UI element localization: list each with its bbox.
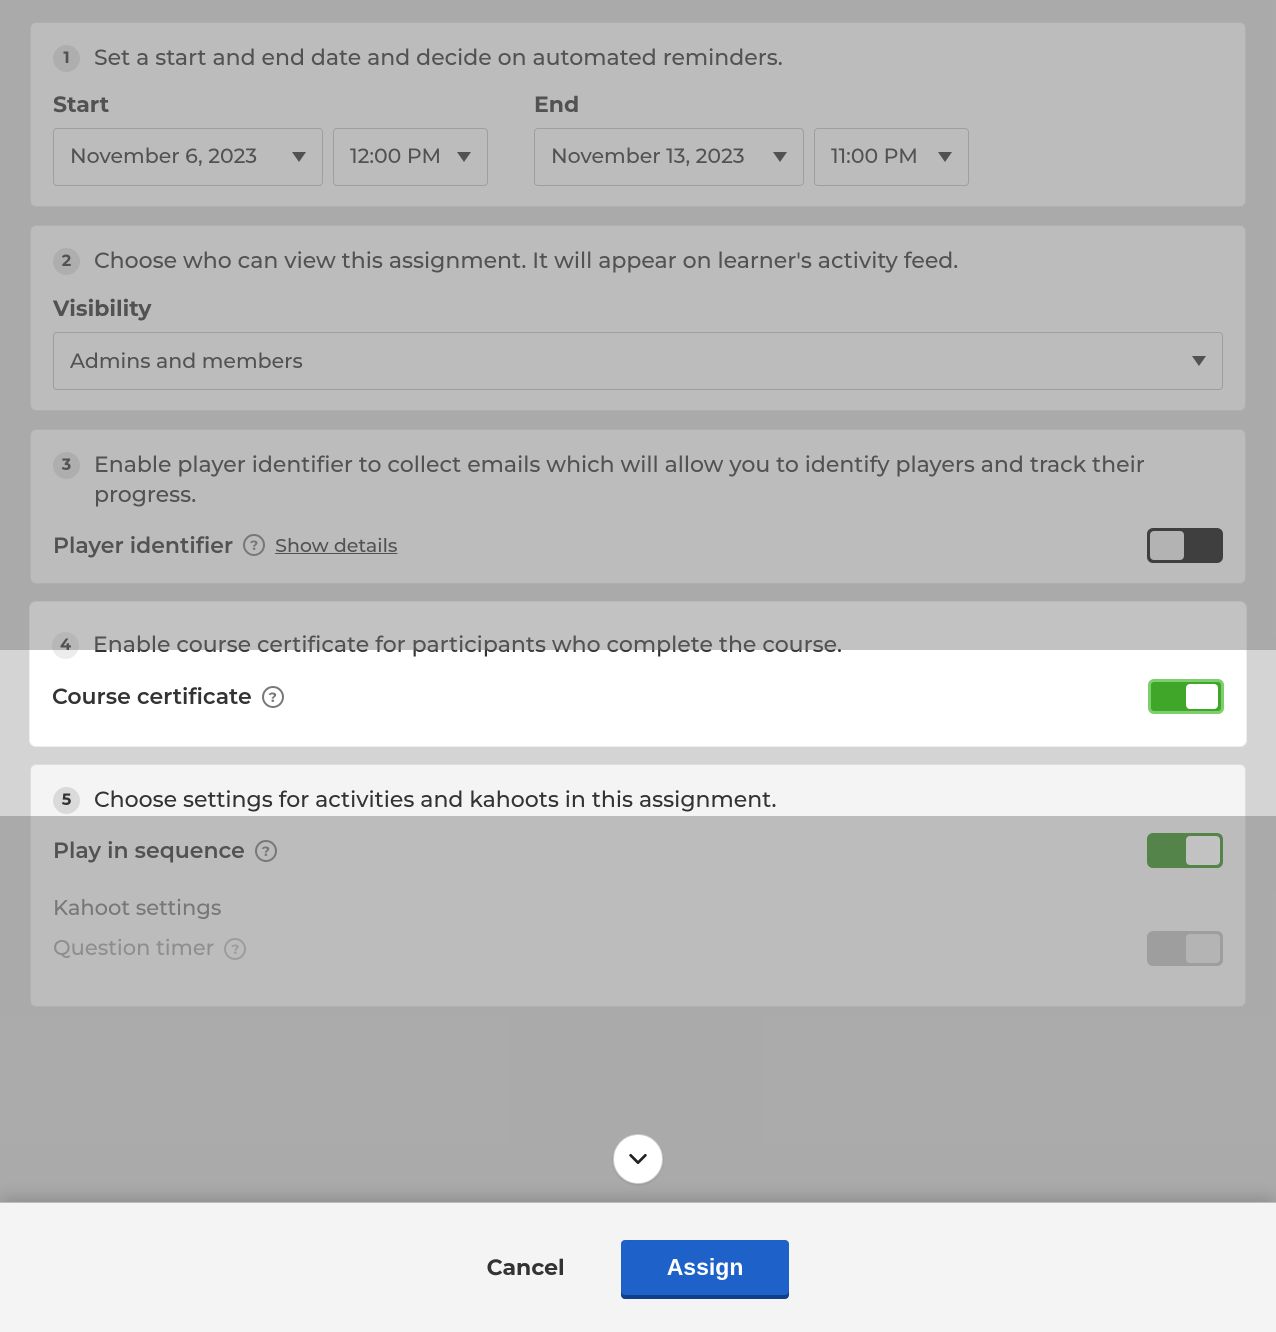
end-time-select[interactable]: 11:00 PM [814,128,969,186]
kahoot-settings-heading: Kahoot settings [53,896,1223,921]
end-label: End [534,91,969,118]
step-number-3: 3 [53,452,80,479]
toggle-knob [1186,836,1220,865]
show-details-link[interactable]: Show details [275,534,397,557]
visibility-select[interactable]: Admins and members [53,332,1223,390]
visibility-label: Visibility [53,295,1223,322]
chevron-down-icon [938,152,952,162]
step-text-1: Set a start and end date and decide on a… [94,43,783,73]
cancel-button[interactable]: Cancel [487,1254,565,1281]
play-in-sequence-label: Play in sequence [53,837,245,864]
start-label: Start [53,91,488,118]
step-number-4: 4 [52,632,79,659]
help-icon[interactable]: ? [243,534,265,556]
start-time-select[interactable]: 12:00 PM [333,128,488,186]
end-time-value: 11:00 PM [831,144,918,169]
help-icon[interactable]: ? [255,840,277,862]
section-player-identifier: 3 Enable player identifier to collect em… [30,429,1246,583]
help-icon[interactable]: ? [262,686,284,708]
section-schedule: 1 Set a start and end date and decide on… [30,22,1246,207]
step-text-5: Choose settings for activities and kahoo… [94,785,777,815]
step-number-2: 2 [53,248,80,275]
section-activity-settings: 5 Choose settings for activities and kah… [30,764,1246,1007]
end-date-value: November 13, 2023 [551,144,745,169]
course-certificate-label: Course certificate [52,683,252,710]
visibility-value: Admins and members [70,349,303,374]
step-number-5: 5 [53,787,80,814]
toggle-knob [1186,934,1220,963]
start-date-select[interactable]: November 6, 2023 [53,128,323,186]
end-date-select[interactable]: November 13, 2023 [534,128,804,186]
step-number-1: 1 [53,45,80,72]
help-icon[interactable]: ? [224,938,246,960]
chevron-down-icon [773,152,787,162]
question-timer-toggle[interactable] [1147,931,1223,966]
toggle-knob [1186,684,1218,709]
expand-button[interactable] [613,1134,663,1184]
chevron-down-icon [627,1148,649,1170]
section-course-certificate: 4 Enable course certificate for particip… [30,602,1246,747]
step-text-3: Enable player identifier to collect emai… [94,450,1223,509]
player-identifier-toggle[interactable] [1147,528,1223,563]
start-time-value: 12:00 PM [350,144,441,169]
toggle-knob [1150,531,1184,560]
course-certificate-toggle[interactable] [1148,679,1224,714]
chevron-down-icon [457,152,471,162]
question-timer-label: Question timer [53,936,214,961]
player-identifier-label: Player identifier [53,532,233,559]
play-in-sequence-toggle[interactable] [1147,833,1223,868]
bottom-action-bar: Cancel Assign [0,1202,1276,1332]
start-date-value: November 6, 2023 [70,144,257,169]
step-text-4: Enable course certificate for participan… [93,630,842,660]
assign-button[interactable]: Assign [621,1240,790,1295]
step-text-2: Choose who can view this assignment. It … [94,246,958,276]
section-visibility: 2 Choose who can view this assignment. I… [30,225,1246,412]
chevron-down-icon [1192,356,1206,366]
chevron-down-icon [292,152,306,162]
